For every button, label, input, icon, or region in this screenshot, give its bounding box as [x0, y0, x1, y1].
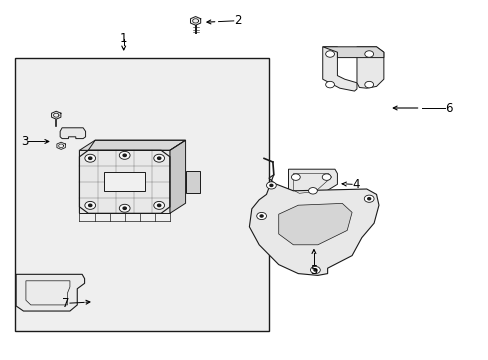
- Circle shape: [154, 201, 164, 210]
- Polygon shape: [249, 175, 378, 275]
- Circle shape: [88, 204, 92, 207]
- Polygon shape: [79, 150, 170, 213]
- Circle shape: [322, 174, 330, 180]
- Circle shape: [119, 204, 130, 212]
- Circle shape: [310, 266, 320, 274]
- Polygon shape: [57, 142, 65, 149]
- Circle shape: [119, 151, 130, 159]
- Text: 3: 3: [21, 135, 28, 148]
- Text: 6: 6: [444, 102, 451, 114]
- Polygon shape: [278, 203, 351, 245]
- Text: 5: 5: [309, 264, 317, 276]
- Bar: [104, 172, 145, 191]
- Circle shape: [123, 207, 126, 210]
- Circle shape: [85, 201, 96, 210]
- Circle shape: [266, 182, 276, 189]
- Polygon shape: [356, 47, 383, 88]
- Polygon shape: [288, 169, 337, 198]
- Bar: [15, 58, 268, 331]
- Circle shape: [291, 174, 300, 180]
- Circle shape: [325, 51, 334, 57]
- Polygon shape: [322, 47, 383, 58]
- Circle shape: [154, 154, 164, 162]
- Circle shape: [367, 198, 370, 200]
- Circle shape: [364, 81, 373, 88]
- Circle shape: [157, 204, 161, 207]
- Polygon shape: [16, 274, 84, 311]
- Polygon shape: [60, 128, 85, 139]
- Circle shape: [364, 195, 373, 202]
- Polygon shape: [322, 47, 356, 91]
- Bar: [185, 171, 200, 193]
- Circle shape: [269, 184, 272, 186]
- Circle shape: [260, 215, 263, 217]
- Circle shape: [157, 157, 161, 159]
- Circle shape: [88, 157, 92, 159]
- Text: 7: 7: [62, 297, 70, 310]
- Circle shape: [308, 188, 317, 194]
- Text: 4: 4: [351, 178, 359, 191]
- Circle shape: [325, 81, 334, 88]
- Polygon shape: [51, 111, 61, 119]
- Circle shape: [364, 51, 373, 57]
- Circle shape: [256, 212, 266, 220]
- Circle shape: [313, 269, 316, 271]
- Polygon shape: [79, 140, 185, 150]
- Text: 1: 1: [120, 32, 127, 45]
- Circle shape: [85, 154, 96, 162]
- Circle shape: [123, 154, 126, 157]
- Text: 2: 2: [233, 14, 241, 27]
- Polygon shape: [190, 17, 200, 25]
- Polygon shape: [170, 140, 185, 213]
